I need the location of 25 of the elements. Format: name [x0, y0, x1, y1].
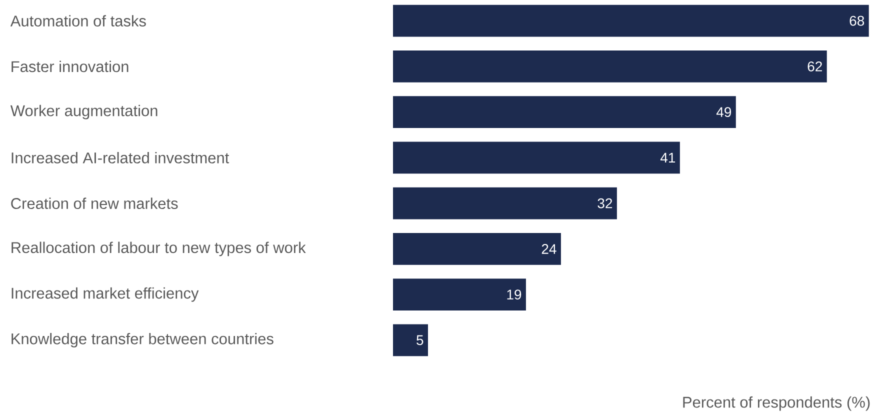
bar: [393, 50, 827, 82]
data-label: 5: [416, 335, 424, 346]
y-tick-label: Worker augmentation: [10, 104, 158, 120]
y-tick-label: Automation of tasks: [10, 15, 146, 27]
data-label: 32: [598, 198, 612, 208]
bar: [393, 232, 561, 265]
y-tick-label: Knowledge transfer between countries: [12, 332, 274, 348]
y-tick-label: Increased AI-related investment: [12, 152, 230, 164]
data-label: 41: [660, 152, 676, 163]
data-label: 49: [716, 107, 732, 118]
y-tick-label: Reallocation of labour to new types of work: [12, 242, 306, 256]
bar: [393, 96, 736, 128]
x-axis-title: Percent of respondents (%): [683, 396, 870, 411]
bar: [393, 187, 617, 220]
data-label: 19: [507, 290, 522, 300]
y-tick-label: Increased market efficiency: [12, 287, 199, 302]
y-tick-label: Creation of new markets: [11, 198, 178, 210]
data-label: 62: [808, 61, 822, 72]
bar: [393, 142, 680, 174]
bar: [393, 278, 526, 311]
bar: [393, 324, 428, 356]
y-tick-label: Faster innovation: [12, 60, 128, 72]
data-label: 24: [542, 244, 556, 254]
bar: [393, 4, 869, 37]
data-label: 68: [850, 16, 864, 26]
